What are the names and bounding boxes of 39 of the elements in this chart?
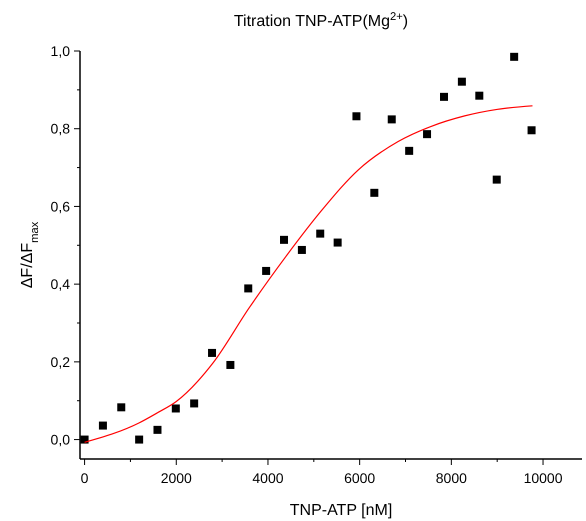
point <box>370 188 378 197</box>
x-tick-label: 6000 <box>344 470 376 486</box>
point <box>172 404 180 412</box>
point <box>352 112 360 120</box>
x-tick-label: 10000 <box>524 470 563 486</box>
point <box>244 284 252 292</box>
x-axis-title: TNP-ATP [nM] <box>290 502 392 519</box>
point <box>405 146 414 155</box>
point <box>153 426 162 434</box>
point <box>492 176 501 184</box>
x-tick-label: 2000 <box>160 470 192 486</box>
point <box>226 360 234 369</box>
point <box>298 246 306 254</box>
y-tick-label: 1,0 <box>50 42 70 59</box>
x-tick-label: 8000 <box>436 470 468 486</box>
y-tick-label: 0,0 <box>50 431 70 448</box>
point <box>98 422 107 430</box>
y-tick-label: 0,8 <box>50 120 70 137</box>
point <box>280 236 288 244</box>
y-tick-label: 0,2 <box>50 354 70 370</box>
point <box>528 126 536 134</box>
point <box>208 348 216 357</box>
point <box>458 78 466 86</box>
point <box>334 238 342 247</box>
x-tick-label: 0 <box>80 470 89 486</box>
x-tick-label: 4000 <box>252 470 284 486</box>
point <box>135 436 144 444</box>
chart-title: Titration TNP-ATP(Mg$^{2+}$) <box>234 11 408 30</box>
y-tick-label: 0,6 <box>50 198 70 214</box>
point <box>388 115 396 124</box>
point <box>117 403 126 412</box>
y-tick-label: 0,4 <box>50 276 70 292</box>
point <box>262 266 270 275</box>
point <box>440 92 448 101</box>
point <box>475 92 484 100</box>
point <box>190 399 198 408</box>
point <box>510 52 518 61</box>
point <box>423 130 432 138</box>
point <box>316 230 324 238</box>
